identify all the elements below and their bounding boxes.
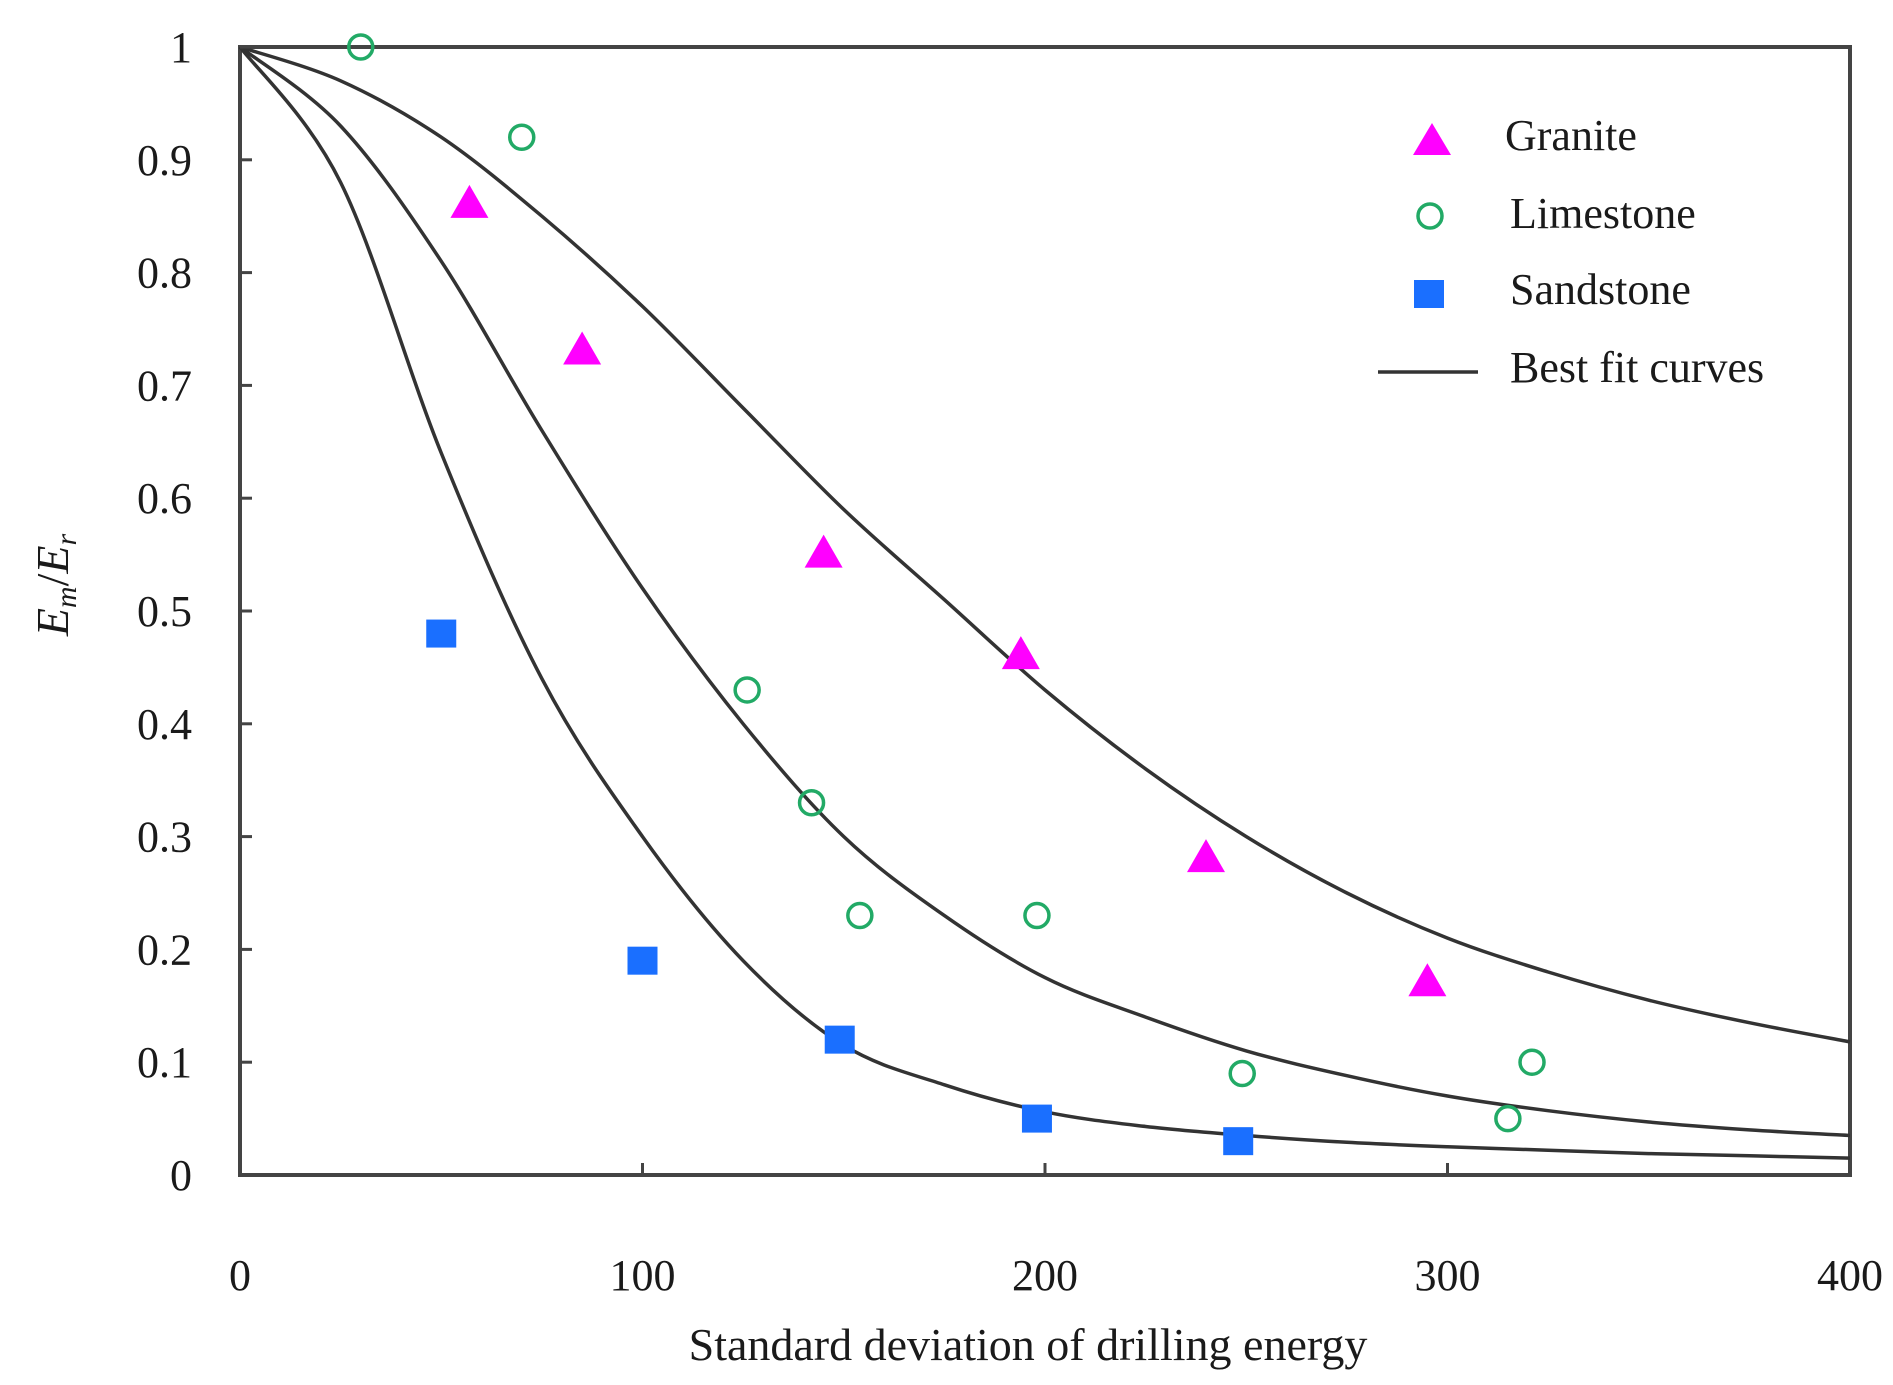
- granite-point: [450, 184, 489, 218]
- y-tick-label: 0.4: [137, 700, 192, 749]
- limestone-point: [1518, 1048, 1546, 1076]
- limestone-point: [508, 123, 536, 151]
- x-tick-label: 400: [1817, 1251, 1883, 1300]
- x-tick-label: 200: [1012, 1251, 1078, 1300]
- limestone-point: [1023, 901, 1051, 930]
- sandstone-point: [824, 1025, 855, 1054]
- limestone-point: [846, 901, 874, 930]
- legend-granite-marker: [1413, 123, 1451, 155]
- y-tick-label: 0.3: [137, 813, 192, 862]
- y-axis-title: Em/Er: [27, 534, 83, 638]
- granite-point: [563, 331, 602, 365]
- sandstone-point: [627, 946, 658, 975]
- sandstone-point: [1021, 1104, 1052, 1133]
- granite-point: [1187, 839, 1225, 873]
- y-tick-label: 0: [170, 1151, 192, 1200]
- y-tick-label: 0.9: [137, 136, 192, 185]
- legend-sandstone-marker: [1414, 280, 1444, 308]
- legend: Granite Limestone Sandstone Best fit cur…: [1378, 111, 1764, 392]
- y-tick-label: 0.2: [137, 925, 192, 974]
- granite-point: [1408, 963, 1447, 997]
- y-tick-label: 1: [170, 23, 192, 72]
- legend-granite-label: Granite: [1505, 111, 1637, 160]
- data-markers: [347, 33, 1546, 1156]
- legend-limestone-label: Limestone: [1510, 189, 1696, 238]
- x-tick-label: 300: [1415, 1251, 1481, 1300]
- best-fit-curves: [238, 45, 1851, 1160]
- granite-point: [1001, 636, 1040, 670]
- fit-curve-2: [238, 45, 1851, 1138]
- limestone-point: [347, 33, 375, 61]
- limestone-point: [797, 789, 826, 817]
- axis-ticks: 0 100 200 300 400 0 0.1 0.2 0.3 0.4 0.5 0.6 0.7 0.8 0.…: [137, 23, 1883, 1300]
- sandstone-point: [426, 619, 457, 648]
- x-tick-label: 100: [610, 1251, 676, 1300]
- fit-curve-3: [238, 45, 1851, 1160]
- x-tick-label: 0: [229, 1251, 251, 1300]
- limestone-point: [1494, 1104, 1522, 1133]
- limestone-point: [733, 676, 761, 704]
- y-tick-label: 0.7: [137, 361, 192, 410]
- legend-fit-label: Best fit curves: [1510, 343, 1764, 392]
- legend-limestone-marker: [1416, 202, 1444, 230]
- y-tick-label: 0.1: [137, 1038, 192, 1087]
- y-tick-label: 0.6: [137, 474, 192, 523]
- y-tick-label: 0.5: [137, 587, 192, 636]
- legend-sandstone-label: Sandstone: [1510, 265, 1691, 314]
- x-axis-title: Standard deviation of drilling energy: [689, 1319, 1368, 1370]
- sandstone-point: [1223, 1127, 1254, 1156]
- limestone-point: [1228, 1059, 1256, 1088]
- granite-point: [804, 534, 843, 568]
- y-tick-label: 0.8: [137, 249, 192, 298]
- fit-curve-1: [239, 45, 1851, 1044]
